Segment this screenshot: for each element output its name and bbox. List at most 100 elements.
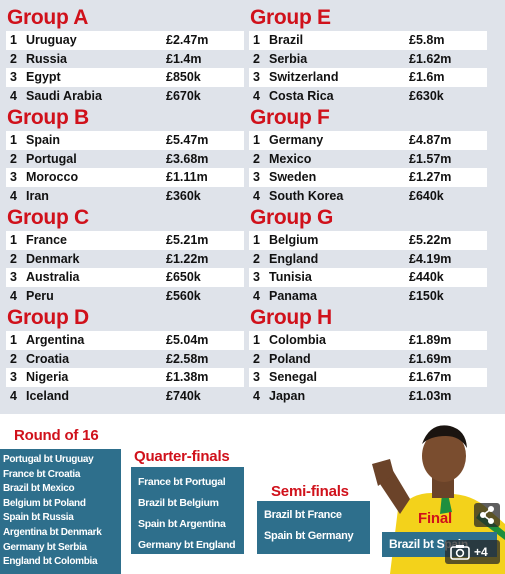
round16-title: Round of 16 [14,427,99,444]
table-row: 4 Saudi Arabia £670k [6,86,244,105]
prize: £1.69m [409,351,452,366]
match-result: Spain bt Argentina [138,518,226,530]
match-result: Spain bt Germany [264,530,354,542]
group-rows: 1 Argentina £5.04m 2 Croatia £2.58m 3 Nigeria… [6,331,244,405]
team: Brazil [269,33,304,47]
prize: £1.22m [166,251,209,266]
camera-icon [450,545,470,560]
rank: 3 [10,170,17,184]
share-button[interactable] [474,503,500,527]
photo-gallery-button[interactable]: +4 [445,540,500,564]
semifinals-title: Semi-finals [271,483,349,500]
table-row: 1 Spain £5.47m [6,131,244,150]
prize: £630k [409,88,444,103]
quarterfinals-title: Quarter-finals [134,448,230,465]
group-e: Group E 1 Brazil £5.8m 2 Serbia £1.62m 3 Swit… [249,4,487,105]
team: Denmark [26,251,80,266]
table-row: 4 Costa Rica £630k [249,86,487,105]
team: Morocco [26,170,79,184]
photo-count: +4 [474,545,488,559]
prize: £440k [409,270,444,284]
table-row: 2 Russia £1.4m [6,49,244,68]
prize: £1.03m [409,388,452,403]
table-row: 1 Uruguay £2.47m [6,31,244,50]
group-rows: 1 Brazil £5.8m 2 Serbia £1.62m 3 Switzerland £… [249,31,487,105]
table-row: 1 Argentina £5.04m [6,331,244,350]
table-row: 4 Iceland £740k [6,386,244,405]
team: Sweden [269,170,317,184]
table-row: 3 Sweden £1.27m [249,168,487,187]
rank: 2 [10,51,17,66]
semifinals-box: Brazil bt France Spain bt Germany [257,501,370,554]
rank: 1 [10,233,17,247]
prize: £1.27m [409,170,452,184]
table-row: 3 Switzerland £1.6m [249,68,487,87]
table-row: 1 Belgium £5.22m [249,231,487,250]
group-title: Group A [7,6,89,29]
group-title: Group D [7,306,89,329]
rank: 4 [253,188,260,203]
prize: £1.6m [409,70,445,84]
match-result: Argentina bt Denmark [3,526,102,538]
team: Serbia [269,51,308,66]
rank: 4 [253,88,260,103]
table-row: 1 Brazil £5.8m [249,31,487,50]
knockout-panel: Round of 16 Portugal bt Uruguay France b… [0,414,505,574]
rank: 3 [253,170,260,184]
table-row: 4 South Korea £640k [249,186,487,205]
final-title: Final [418,510,453,527]
prize: £2.58m [166,351,209,366]
rank: 2 [253,351,260,366]
table-row: 1 Germany £4.87m [249,131,487,150]
rank: 3 [253,270,260,284]
rank: 2 [253,251,260,266]
rank: 2 [253,151,260,166]
rank: 4 [253,388,260,403]
team: Australia [26,270,80,284]
rank: 1 [253,33,260,47]
table-row: 3 Tunisia £440k [249,268,487,287]
table-row: 1 Colombia £1.89m [249,331,487,350]
rank: 1 [10,333,17,347]
table-row: 3 Senegal £1.67m [249,368,487,387]
group-stage-panel: Group A 1 Uruguay £2.47m 2 Russia £1.4m 3 Egy… [0,0,505,414]
match-result: England bt Colombia [3,556,98,568]
prize: £650k [166,270,201,284]
rank: 1 [253,133,260,147]
team: Uruguay [26,33,77,47]
rank: 2 [10,351,17,366]
group-rows: 1 Spain £5.47m 2 Portugal £3.68m 3 Morocco £1.… [6,131,244,205]
rank: 4 [10,88,17,103]
group-a: Group A 1 Uruguay £2.47m 2 Russia £1.4m 3 Egy… [6,4,244,105]
rank: 1 [253,233,260,247]
team: South Korea [269,188,344,203]
rank: 1 [10,133,17,147]
group-d: Group D 1 Argentina £5.04m 2 Croatia £2.58m … [6,304,244,405]
team: Panama [269,288,317,303]
prize: £360k [166,188,201,203]
team: France [26,233,67,247]
table-row: 4 Iran £360k [6,186,244,205]
rank: 1 [253,333,260,347]
table-row: 3 Nigeria £1.38m [6,368,244,387]
prize: £5.47m [166,133,209,147]
match-result: France bt Portugal [138,476,226,488]
table-row: 2 Serbia £1.62m [249,49,487,68]
rank: 4 [10,388,17,403]
team: Senegal [269,370,317,384]
match-result: Germany bt Serbia [3,541,87,553]
prize: £1.38m [166,370,209,384]
rank: 4 [10,288,17,303]
group-title: Group H [250,306,332,329]
match-result: Germany bt England [138,539,236,551]
group-title: Group C [7,206,89,229]
share-icon [480,506,494,524]
prize: £1.89m [409,333,452,347]
table-row: 4 Panama £150k [249,286,487,305]
prize: £560k [166,288,201,303]
match-result: Spain bt Russia [3,512,74,524]
prize: £1.11m [166,170,208,184]
team: Nigeria [26,370,69,384]
match-result: Belgium bt Poland [3,497,86,509]
rank: 2 [10,251,17,266]
